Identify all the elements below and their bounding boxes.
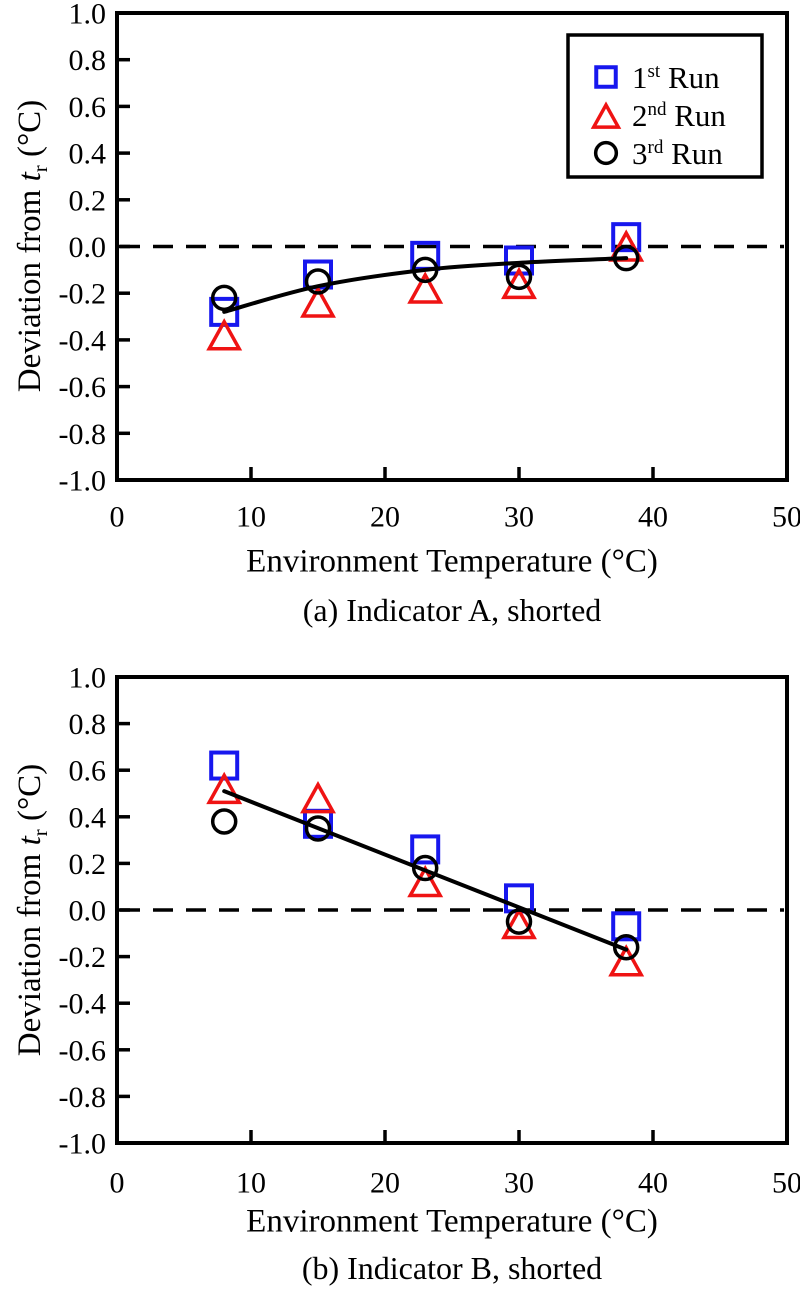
y-tick-label-a: 0.0 xyxy=(69,231,107,264)
x-tick-label-b: 0 xyxy=(110,1167,125,1200)
legend-label-sup: st xyxy=(648,61,661,82)
y-tick-label-a: -0.6 xyxy=(59,371,107,404)
legend-label-sup: nd xyxy=(648,99,668,120)
y-tick-label-a: 0.6 xyxy=(69,91,107,124)
y-tick-label-b: 0.8 xyxy=(69,708,107,741)
y-tick-label-a: 0.4 xyxy=(69,138,107,171)
marker-circle-b-s2-p2 xyxy=(411,854,439,882)
y-tick-label-a: -0.8 xyxy=(59,418,107,451)
legend-label-num: 3 xyxy=(632,136,648,171)
y-tick-label-a: -1.0 xyxy=(59,465,107,498)
legend-label-2: 2nd Run xyxy=(632,98,726,133)
y-tick-label-a: 1.0 xyxy=(69,0,107,31)
marker-triangle-b-s1-p1 xyxy=(300,781,336,814)
y-tick-label-b: -0.6 xyxy=(59,1034,107,1067)
marker-circle-b-s2-p0 xyxy=(210,808,238,835)
marker-circle-legend-2 xyxy=(593,140,619,166)
y-tick-label-a: 0.8 xyxy=(69,44,107,77)
marker-circle-b-s2-p1 xyxy=(304,815,332,842)
y-axis-title-b: Deviation from tr (°C) xyxy=(12,764,52,1056)
legend-label-rest: Run xyxy=(667,98,727,133)
x-axis-title-a: Environment Temperature (°C) xyxy=(246,544,658,580)
marker-circle-b-s2-p4 xyxy=(612,934,640,961)
y-tick-label-b: -0.8 xyxy=(59,1081,107,1114)
x-tick-label-a: 50 xyxy=(772,501,800,534)
y-tick-label-a: -0.2 xyxy=(59,278,107,311)
y-tick-label-b: -0.2 xyxy=(59,941,107,974)
x-axis-title-b: Environment Temperature (°C) xyxy=(246,1204,658,1240)
marker-triangle-b-s1-p2 xyxy=(407,864,444,898)
y-tick-label-b: 0.6 xyxy=(69,755,107,788)
marker-circle-a-s2-p1 xyxy=(304,268,332,295)
marker-triangle-a-s1-p0 xyxy=(206,318,243,351)
y-tick-label-b: -0.4 xyxy=(59,988,107,1021)
x-tick-label-b: 20 xyxy=(370,1167,400,1200)
marker-triangle-b-s1-p4 xyxy=(608,944,645,977)
y-tick-label-b: 0.2 xyxy=(69,848,107,881)
legend-label-3: 3rd Run xyxy=(632,136,723,171)
y-tick-label-b: 0.0 xyxy=(69,895,107,928)
chart-b: 1.0 0.8 0.6 0.4 0.2 0.0 -0.2 -0.4 -0.6 -0.8 -1.00 1… xyxy=(12,662,800,1287)
x-tick-label-a: 0 xyxy=(110,501,125,534)
marker-square-b-s0-p2 xyxy=(410,834,441,865)
marker-circle-a-s2-p3 xyxy=(505,263,533,291)
x-tick-label-b: 30 xyxy=(504,1167,534,1200)
chart-a-render: 1.0 0.8 0.6 0.4 0.2 0.0 -0.2 -0.4 -0.6 -0.8 -1.00 1… xyxy=(59,0,800,534)
marker-circle-a-s2-p0 xyxy=(210,284,238,312)
legend-label-num: 1 xyxy=(632,60,648,95)
marker-square-b-s0-p4 xyxy=(611,911,642,942)
legend-label-sup: rd xyxy=(648,137,664,158)
x-tick-label-a: 40 xyxy=(638,501,668,534)
marker-triangle-legend-1 xyxy=(590,101,622,129)
x-tick-label-b: 40 xyxy=(638,1167,668,1200)
marker-triangle-a-s1-p1 xyxy=(300,285,336,318)
y-tick-label-a: -0.4 xyxy=(59,324,107,357)
caption-a: (a) Indicator A, shorted xyxy=(303,592,602,628)
legend-label-1: 1st Run xyxy=(632,60,720,95)
marker-circle-b-s2-p3 xyxy=(505,908,533,935)
legend-label-rest: Run xyxy=(663,136,723,171)
caption-b: (b) Indicator B, shorted xyxy=(302,1250,602,1286)
marker-triangle-b-s1-p3 xyxy=(501,906,537,940)
x-tick-label-a: 10 xyxy=(236,501,266,534)
x-tick-label-a: 30 xyxy=(504,501,534,534)
marker-square-a-s0-p4 xyxy=(611,222,642,253)
y-tick-label-b: -1.0 xyxy=(59,1128,107,1161)
y-axis-title-a: Deviation from tr (°C) xyxy=(12,100,52,392)
trend-line-b xyxy=(222,789,629,952)
y-tick-label-a: 0.2 xyxy=(69,184,107,217)
y-tick-label-b: 0.4 xyxy=(69,801,107,834)
x-tick-label-a: 20 xyxy=(370,501,400,534)
trend-line-a xyxy=(222,256,629,314)
legend-label-num: 2 xyxy=(632,98,648,133)
legend-label-rest: Run xyxy=(660,60,720,95)
marker-triangle-a-s1-p2 xyxy=(407,271,444,304)
x-tick-label-b: 50 xyxy=(772,1167,800,1200)
legend-box xyxy=(566,33,764,179)
marker-triangle-b-s1-p0 xyxy=(206,771,243,805)
y-tick-label-b: 1.0 xyxy=(69,662,107,695)
chart-a: 1.0 0.8 0.6 0.4 0.2 0.0 -0.2 -0.4 -0.6 -0.8 -1.00 1… xyxy=(12,0,800,628)
chart-b-render: 1.0 0.8 0.6 0.4 0.2 0.0 -0.2 -0.4 -0.6 -0.8 -1.00 1… xyxy=(59,662,800,1200)
x-tick-label-b: 10 xyxy=(236,1167,266,1200)
marker-square-legend-0 xyxy=(594,65,618,89)
